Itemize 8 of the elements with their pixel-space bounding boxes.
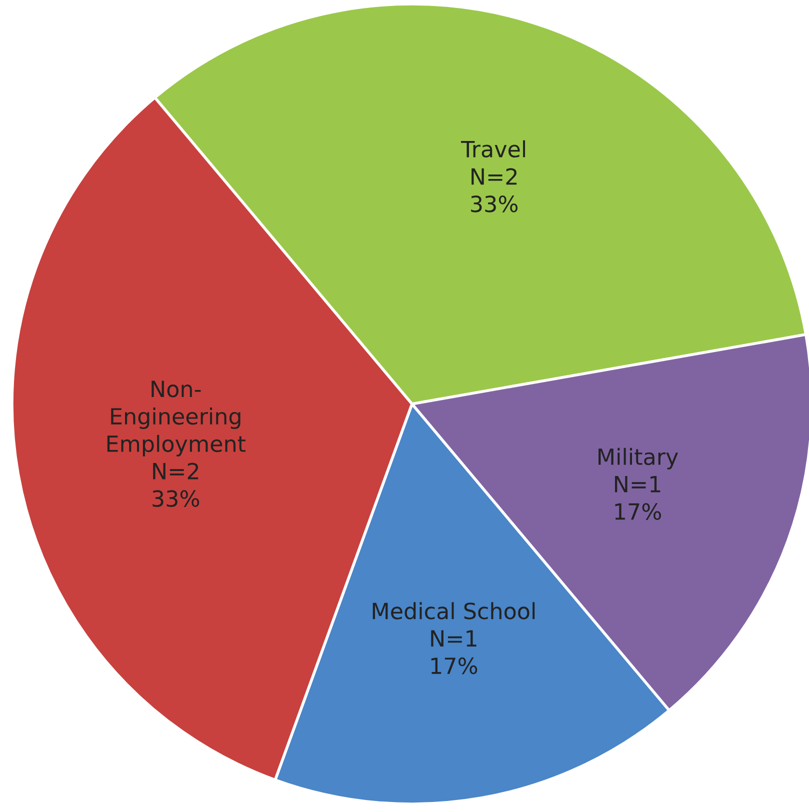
data-label: N=1 17% [615,476,661,520]
slice-label: Non- Engineering Employment [107,380,246,456]
slice-label: Military [598,448,678,470]
slice-label: Medical School [372,602,535,620]
data-label: N=2 33% [152,462,200,507]
data-label: N=2 33% [471,168,518,212]
slice-label: Travel [460,140,526,158]
data-label: N=1 17% [431,630,478,674]
